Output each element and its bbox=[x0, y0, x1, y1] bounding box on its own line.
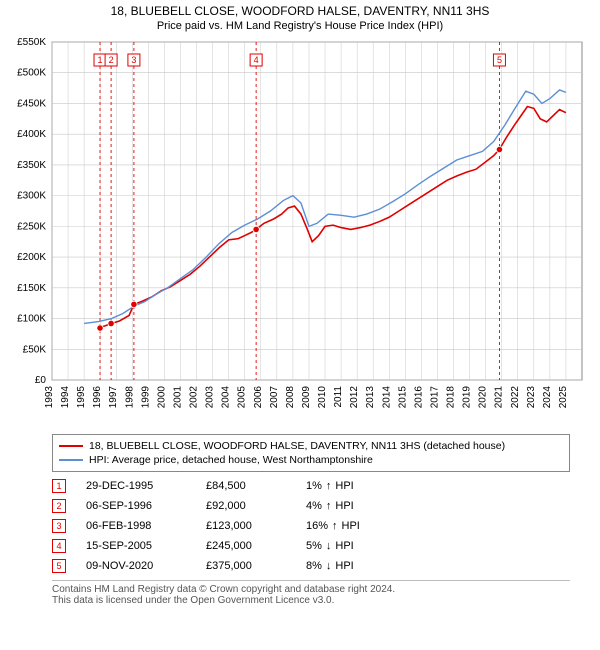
event-price: £84,500 bbox=[206, 480, 286, 492]
event-row: 5 09-NOV-2020 £375,000 8%↓HPI bbox=[52, 556, 570, 576]
svg-text:2024: 2024 bbox=[542, 386, 553, 409]
svg-text:2022: 2022 bbox=[510, 386, 521, 409]
event-price: £123,000 bbox=[206, 520, 286, 532]
event-pct: 4%↑HPI bbox=[306, 500, 396, 512]
svg-text:5: 5 bbox=[497, 55, 502, 65]
event-price: £92,000 bbox=[206, 500, 286, 512]
event-pct: 16%↑HPI bbox=[306, 520, 396, 532]
event-table: 1 29-DEC-1995 £84,500 1%↑HPI 2 06-SEP-1996 £92… bbox=[52, 476, 570, 576]
svg-text:2006: 2006 bbox=[253, 386, 264, 409]
event-date: 29-DEC-1995 bbox=[86, 480, 186, 492]
svg-text:2001: 2001 bbox=[172, 386, 183, 409]
legend-label: HPI: Average price, detached house, West… bbox=[89, 454, 373, 466]
svg-text:2019: 2019 bbox=[462, 386, 473, 409]
event-price: £375,000 bbox=[206, 560, 286, 572]
svg-text:£350K: £350K bbox=[17, 160, 46, 171]
svg-text:2002: 2002 bbox=[189, 386, 200, 409]
svg-text:2016: 2016 bbox=[413, 386, 424, 409]
event-pct: 8%↓HPI bbox=[306, 560, 396, 572]
event-marker: 3 bbox=[52, 519, 66, 533]
event-row: 1 29-DEC-1995 £84,500 1%↑HPI bbox=[52, 476, 570, 496]
svg-text:2011: 2011 bbox=[333, 386, 344, 408]
event-date: 06-FEB-1998 bbox=[86, 520, 186, 532]
event-price: £245,000 bbox=[206, 540, 286, 552]
line-chart: £0 £50K £100K £150K £200K £250K £300K £350K £400… bbox=[0, 38, 600, 428]
event-pct: 1%↑HPI bbox=[306, 480, 396, 492]
svg-text:2008: 2008 bbox=[285, 386, 296, 409]
footer-attribution: Contains HM Land Registry data © Crown c… bbox=[52, 580, 570, 606]
svg-text:2020: 2020 bbox=[478, 386, 489, 409]
svg-text:2007: 2007 bbox=[269, 386, 280, 409]
event-row: 3 06-FEB-1998 £123,000 16%↑HPI bbox=[52, 516, 570, 536]
svg-text:£300K: £300K bbox=[17, 191, 46, 202]
event-marker: 2 bbox=[52, 499, 66, 513]
svg-text:2000: 2000 bbox=[156, 386, 167, 409]
event-marker: 4 bbox=[52, 539, 66, 553]
svg-text:2013: 2013 bbox=[365, 386, 376, 409]
svg-text:£250K: £250K bbox=[17, 221, 46, 232]
event-row: 2 06-SEP-1996 £92,000 4%↑HPI bbox=[52, 496, 570, 516]
legend-swatch bbox=[59, 445, 83, 447]
svg-text:£50K: £50K bbox=[23, 344, 47, 355]
svg-text:£550K: £550K bbox=[17, 38, 46, 48]
svg-text:2: 2 bbox=[109, 55, 114, 65]
svg-text:2010: 2010 bbox=[317, 386, 328, 409]
legend-row: 18, BLUEBELL CLOSE, WOODFORD HALSE, DAVE… bbox=[59, 439, 563, 453]
svg-text:1993: 1993 bbox=[44, 386, 55, 409]
chart-title: 18, BLUEBELL CLOSE, WOODFORD HALSE, DAVE… bbox=[0, 0, 600, 18]
svg-text:2003: 2003 bbox=[205, 386, 216, 409]
svg-text:2017: 2017 bbox=[429, 386, 440, 409]
svg-text:£400K: £400K bbox=[17, 129, 46, 140]
svg-text:3: 3 bbox=[131, 55, 136, 65]
svg-text:2018: 2018 bbox=[446, 386, 457, 409]
svg-text:1997: 1997 bbox=[108, 386, 119, 409]
svg-text:1994: 1994 bbox=[60, 386, 71, 409]
svg-text:1999: 1999 bbox=[140, 386, 151, 409]
svg-text:2025: 2025 bbox=[558, 386, 569, 409]
svg-text:£0: £0 bbox=[35, 375, 47, 386]
footer-line-1: Contains HM Land Registry data © Crown c… bbox=[52, 584, 570, 595]
svg-text:2021: 2021 bbox=[494, 386, 505, 409]
svg-text:2005: 2005 bbox=[237, 386, 248, 409]
event-marker: 1 bbox=[52, 479, 66, 493]
legend-row: HPI: Average price, detached house, West… bbox=[59, 453, 563, 467]
svg-text:2004: 2004 bbox=[221, 386, 232, 409]
svg-text:2012: 2012 bbox=[349, 386, 360, 409]
svg-text:£500K: £500K bbox=[17, 68, 46, 79]
svg-text:2014: 2014 bbox=[381, 386, 392, 409]
svg-text:2015: 2015 bbox=[397, 386, 408, 409]
svg-text:2009: 2009 bbox=[301, 386, 312, 409]
event-date: 15-SEP-2005 bbox=[86, 540, 186, 552]
svg-text:2023: 2023 bbox=[526, 386, 537, 409]
svg-text:4: 4 bbox=[254, 55, 259, 65]
legend: 18, BLUEBELL CLOSE, WOODFORD HALSE, DAVE… bbox=[52, 434, 570, 472]
legend-label: 18, BLUEBELL CLOSE, WOODFORD HALSE, DAVE… bbox=[89, 440, 505, 452]
svg-text:£200K: £200K bbox=[17, 252, 46, 263]
event-pct: 5%↓HPI bbox=[306, 540, 396, 552]
legend-swatch bbox=[59, 459, 83, 461]
svg-text:1998: 1998 bbox=[124, 386, 135, 409]
chart-area: £0 £50K £100K £150K £200K £250K £300K £350K £400… bbox=[0, 38, 600, 428]
footer-line-2: This data is licensed under the Open Gov… bbox=[52, 595, 570, 606]
svg-text:£150K: £150K bbox=[17, 283, 46, 294]
event-date: 06-SEP-1996 bbox=[86, 500, 186, 512]
svg-text:1: 1 bbox=[98, 55, 103, 65]
event-marker: 5 bbox=[52, 559, 66, 573]
svg-text:1996: 1996 bbox=[92, 386, 103, 409]
svg-text:£100K: £100K bbox=[17, 314, 46, 325]
event-date: 09-NOV-2020 bbox=[86, 560, 186, 572]
chart-subtitle: Price paid vs. HM Land Registry's House … bbox=[0, 18, 600, 38]
svg-text:£450K: £450K bbox=[17, 98, 46, 109]
svg-text:1995: 1995 bbox=[76, 386, 87, 409]
event-row: 4 15-SEP-2005 £245,000 5%↓HPI bbox=[52, 536, 570, 556]
